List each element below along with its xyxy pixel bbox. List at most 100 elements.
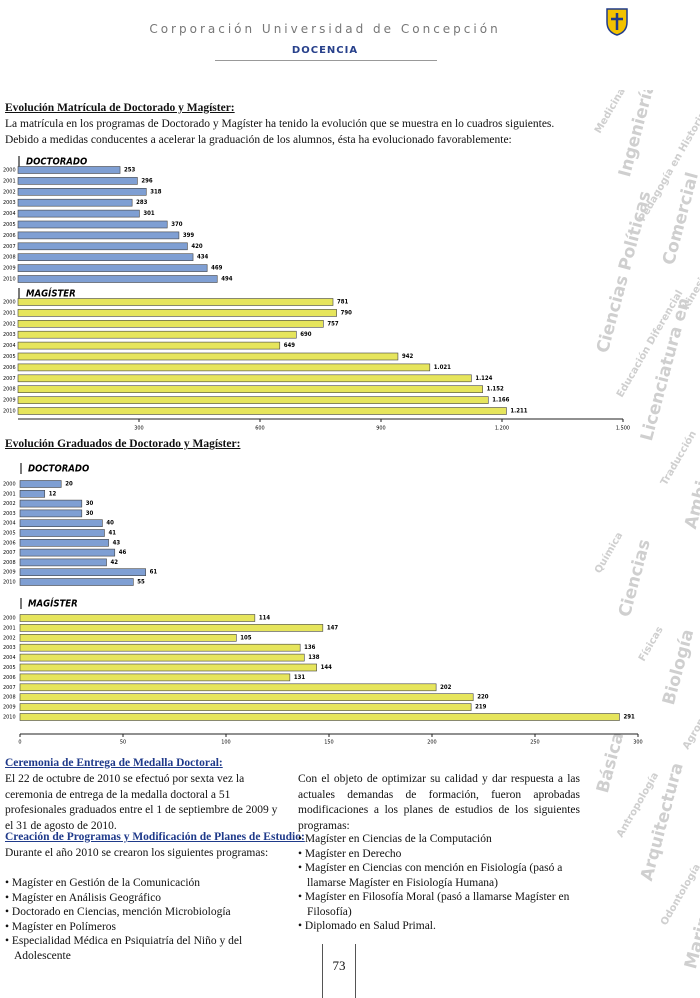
bar (17, 187, 147, 196)
rule (322, 944, 323, 998)
value-label: 1.166 (492, 397, 509, 404)
y-tick-label: 2006 (3, 675, 16, 681)
heading: Creación de Programas y Modificación de … (5, 831, 305, 843)
paragraph: Durante el año 2010 se crearon los sigui… (5, 847, 269, 859)
value-label: 202 (440, 684, 452, 691)
bar (17, 396, 489, 404)
y-tick-label: 2009 (3, 398, 16, 404)
bar (19, 693, 474, 701)
bar (17, 275, 218, 283)
value-label: 301 (143, 210, 155, 217)
y-tick-label: 2001 (3, 178, 16, 184)
value-label: 136 (304, 644, 316, 651)
y-tick-label: 2002 (3, 189, 16, 195)
y-tick-label: 2003 (3, 332, 16, 338)
bar (19, 568, 146, 576)
y-tick-label: 2010 (3, 409, 16, 415)
value-label: 296 (141, 177, 153, 184)
bar (17, 374, 472, 383)
bar (19, 624, 324, 632)
bar (17, 385, 483, 393)
x-tick-label: 100 (221, 740, 230, 746)
bar (19, 663, 317, 672)
value-label: 147 (327, 624, 339, 631)
y-tick-label: 2003 (3, 200, 16, 206)
bar (17, 220, 168, 229)
y-tick-label: 2008 (3, 387, 16, 393)
y-tick-label: 2010 (3, 277, 16, 283)
y-tick-label: 2004 (3, 521, 16, 527)
list-item: Magíster en Derecho (298, 847, 580, 862)
value-label: 790 (341, 309, 353, 316)
value-label: 61 (150, 569, 158, 576)
y-tick-label: 2007 (3, 550, 16, 556)
y-tick-label: 2010 (3, 715, 16, 721)
bar (19, 548, 116, 557)
list-item: Magíster en Polímeros (5, 920, 295, 935)
series-label: DOCTORADO (26, 157, 87, 168)
x-tick-label: 150 (324, 740, 333, 746)
value-label: 469 (211, 265, 223, 272)
bar (19, 614, 256, 622)
y-tick-label: 2005 (3, 354, 16, 360)
value-label: 1.152 (487, 386, 504, 393)
bar (17, 363, 431, 372)
value-label: 283 (136, 199, 148, 206)
x-tick-label: 1.500 (616, 426, 630, 432)
bar (17, 209, 140, 218)
x-tick-label: 900 (376, 426, 385, 432)
y-tick-label: 2008 (3, 695, 16, 701)
value-label: 1.211 (510, 408, 527, 415)
value-label: 781 (337, 299, 349, 306)
x-tick-label: 300 (134, 426, 143, 432)
y-tick-label: 2008 (3, 255, 16, 261)
value-label: 20 (65, 481, 73, 488)
bar (17, 309, 337, 317)
value-label: 43 (113, 539, 121, 546)
list-item: Magíster en Ciencias con mención en Fisi… (298, 861, 580, 890)
y-tick-label: 2005 (3, 222, 16, 228)
value-label: 219 (475, 704, 487, 711)
word: Biología (659, 627, 699, 708)
value-label: 12 (49, 490, 57, 497)
value-label: 30 (86, 500, 94, 507)
bar (19, 713, 620, 721)
section: DOCENCIA (291, 45, 359, 56)
bar (17, 298, 334, 306)
x-tick-label: 50 (120, 740, 126, 746)
bar (19, 529, 105, 537)
value-label: 131 (294, 674, 306, 681)
paragraph: Con el objeto de optimizar su calidad y … (298, 773, 580, 832)
bar (19, 558, 107, 567)
value-label: 253 (124, 167, 136, 174)
header-rule (215, 60, 437, 61)
value-label: 399 (183, 232, 195, 239)
bar (17, 320, 324, 328)
list: Magíster en Ciencias de la ComputaciónMa… (298, 832, 580, 934)
bar (17, 166, 121, 174)
bar (19, 703, 472, 711)
bar (19, 673, 291, 682)
bar (19, 653, 305, 662)
y-tick-label: 2002 (3, 321, 16, 327)
value-label: 105 (240, 634, 252, 641)
value-label: 1.021 (434, 364, 451, 371)
list-item: Diplomado en Salud Primal. (298, 919, 580, 934)
value-label: 55 (137, 579, 145, 586)
x-tick-label: 600 (255, 426, 264, 432)
list-item: Especialidad Médica en Psiquiatría del N… (5, 934, 295, 963)
bar (19, 578, 134, 586)
value-label: 370 (171, 221, 183, 228)
value-label: 40 (106, 520, 114, 527)
x-tick-label: 0 (18, 740, 21, 746)
y-tick-label: 2000 (3, 616, 16, 622)
word: Agronomía (681, 692, 700, 752)
x-tick-label: 1.200 (495, 426, 509, 432)
value-label: 42 (111, 559, 119, 566)
word: Medicina (593, 90, 628, 136)
bar (17, 330, 297, 339)
y-tick-label: 2003 (3, 645, 16, 651)
bar (17, 341, 281, 350)
